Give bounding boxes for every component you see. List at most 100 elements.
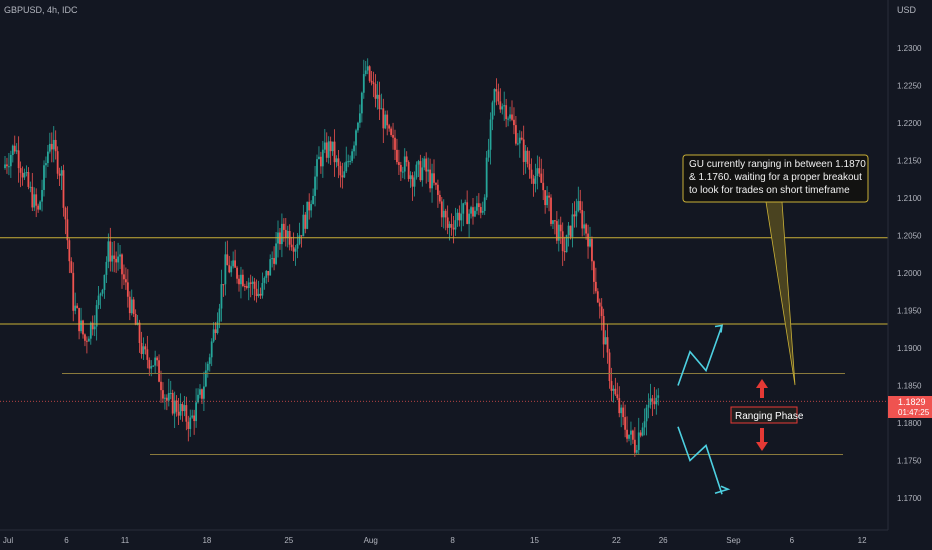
last-price-badge: 1.1829 01:47:25 <box>888 396 932 418</box>
candle-body <box>382 108 385 129</box>
candle-body <box>532 178 535 184</box>
marker-down-arrow-icon <box>756 442 768 451</box>
candle-body <box>292 247 295 252</box>
price-scale[interactable]: 1.2300 1.2250 1.2200 1.2150 1.2100 1.2050 1.20… <box>897 44 922 503</box>
bullish-projection-path[interactable] <box>677 325 723 386</box>
candle-body <box>165 397 168 401</box>
candle-body <box>154 357 157 366</box>
candle-body <box>238 278 240 285</box>
candle-body <box>540 173 543 183</box>
candle-body <box>341 175 344 178</box>
candle-body <box>378 94 381 110</box>
candle-body <box>123 274 125 280</box>
candle-body <box>380 108 383 110</box>
candle-body <box>411 175 414 187</box>
levels-layer <box>0 237 888 455</box>
candle-body <box>347 161 350 163</box>
candle-body <box>392 135 394 138</box>
candle-body <box>591 238 593 262</box>
note-callout[interactable]: GU currently ranging in between 1.1870 &… <box>682 154 869 203</box>
candle-body <box>279 232 281 245</box>
candle-body <box>15 150 18 152</box>
price-tick-label: 1.1850 <box>897 382 922 391</box>
candle-body <box>495 89 498 92</box>
bearish-projection-path[interactable] <box>677 426 723 495</box>
candle-body <box>624 417 626 430</box>
candle-body <box>468 213 470 224</box>
candle-body <box>440 201 443 218</box>
candle-body <box>362 74 365 93</box>
candle-body <box>306 201 309 229</box>
candle-body <box>466 202 469 224</box>
candle-body <box>4 164 6 168</box>
candle-body <box>115 258 118 263</box>
note-line-2: & 1.1760. waiting for a proper breakout <box>689 172 862 183</box>
ranging-phase-label[interactable]: Ranging Phase <box>730 406 804 424</box>
candle-body <box>643 421 646 428</box>
candle-body <box>78 308 80 332</box>
price-tick-label: 1.1700 <box>897 494 922 503</box>
candle-body <box>101 289 104 294</box>
candle-body <box>452 227 455 230</box>
price-tick-label: 1.2100 <box>897 194 922 203</box>
candle-body <box>626 429 628 439</box>
candle-body <box>503 105 506 107</box>
candle-body <box>56 151 59 174</box>
candle-body <box>117 256 119 263</box>
candle-body <box>158 360 160 382</box>
candle-body <box>80 320 82 332</box>
ranging-phase-box <box>730 406 798 424</box>
candle-body <box>581 210 584 229</box>
candle-body <box>370 80 373 83</box>
candle-body <box>169 392 172 394</box>
candle-body <box>366 66 369 71</box>
candle-body <box>257 293 260 297</box>
candle-body <box>236 267 238 279</box>
candle-body <box>509 114 511 119</box>
candle-body <box>284 229 287 238</box>
price-tick-label: 1.2200 <box>897 119 922 128</box>
candle-body <box>167 393 170 401</box>
candle-body <box>431 173 433 189</box>
time-scale[interactable]: Jul 6 11 18 25 Aug 8 15 22 26 Sep 6 12 <box>3 536 867 545</box>
candle-body <box>645 407 648 422</box>
candle-body <box>415 164 418 178</box>
symbol-header[interactable]: GBPUSD, 4h, IDC <box>4 5 78 15</box>
candle-body <box>242 274 244 286</box>
candle-body <box>534 175 537 184</box>
candle-body <box>604 337 607 345</box>
candle-body <box>243 285 246 287</box>
candle-body <box>583 224 586 229</box>
candle-body <box>173 400 176 414</box>
candle-body <box>253 281 256 289</box>
marker-down-stem <box>760 428 764 442</box>
candle-body <box>585 224 587 234</box>
candle-body <box>637 432 640 451</box>
candle-body <box>489 119 492 150</box>
date-tick-label: 12 <box>858 536 867 545</box>
candle-body <box>538 168 541 174</box>
candle-body <box>240 274 242 285</box>
price-tick-label: 1.1900 <box>897 344 922 353</box>
candle-body <box>128 296 131 314</box>
candle-body <box>304 214 307 229</box>
candle-body <box>164 397 166 399</box>
candle-body <box>518 137 521 144</box>
candle-body <box>515 125 517 144</box>
candle-body <box>216 321 219 333</box>
candle-body <box>35 194 38 206</box>
candle-body <box>318 156 320 160</box>
candle-body <box>52 139 55 150</box>
candle-body <box>97 295 100 306</box>
candle-body <box>189 417 192 429</box>
candle-body <box>138 322 141 343</box>
candle-body <box>33 194 36 208</box>
candle-body <box>220 284 223 309</box>
candle-body <box>247 282 250 288</box>
candle-body <box>228 265 231 273</box>
candle-body <box>419 161 422 181</box>
candle-body <box>573 214 576 217</box>
candle-body <box>394 137 396 150</box>
candle-body <box>107 241 110 262</box>
